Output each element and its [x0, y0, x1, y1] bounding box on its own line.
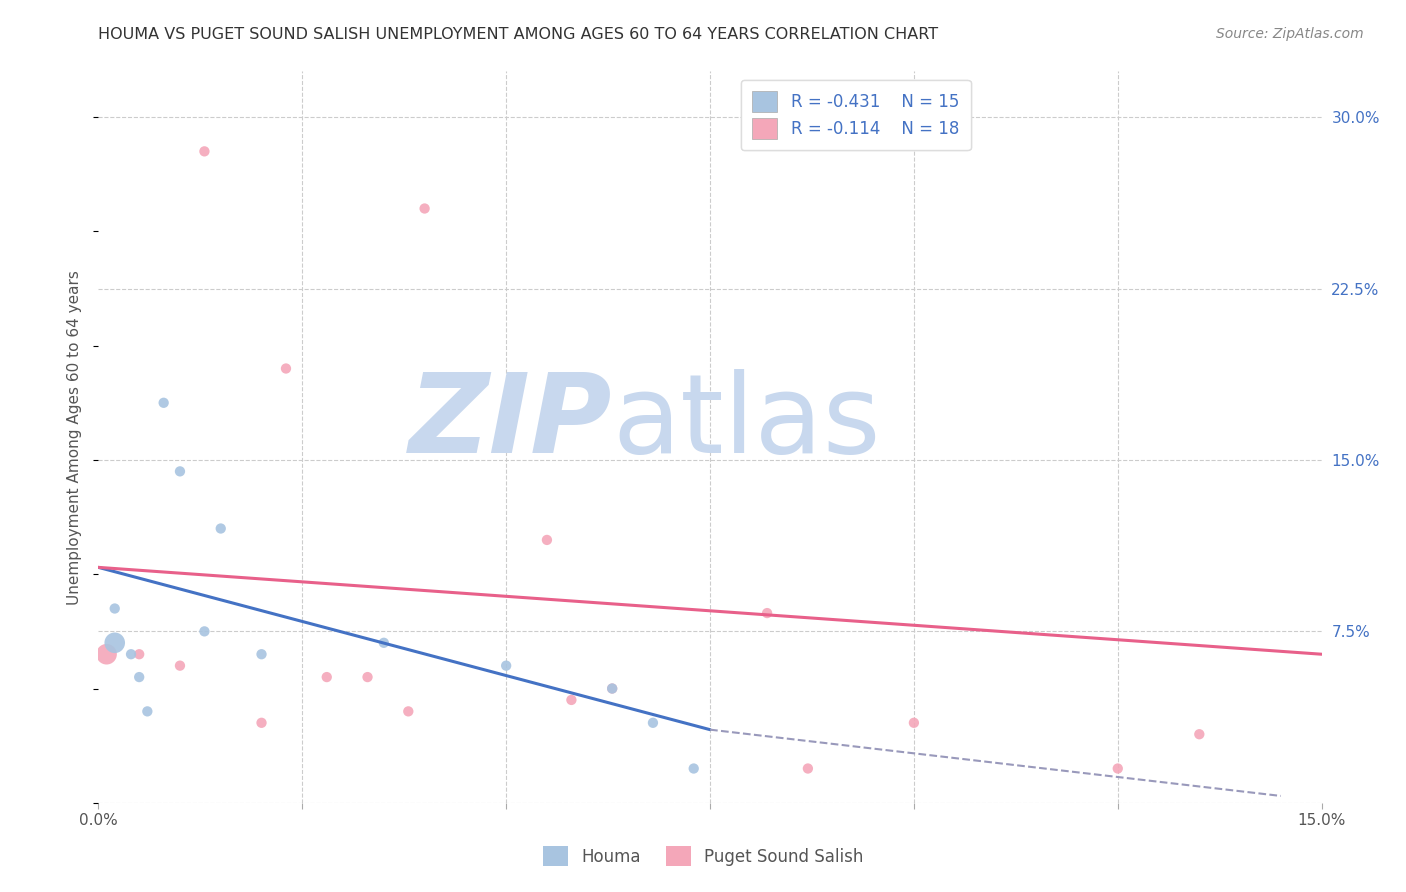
Point	[560, 693, 582, 707]
Point	[396, 705, 419, 719]
Point	[104, 601, 127, 615]
Point	[641, 715, 664, 730]
Point	[682, 762, 704, 776]
Text: atlas: atlas	[612, 369, 880, 476]
Point	[96, 647, 118, 661]
Point	[797, 762, 820, 776]
Point	[136, 705, 159, 719]
Point	[756, 606, 779, 620]
Point	[903, 715, 925, 730]
Point	[209, 521, 232, 535]
Point	[193, 145, 215, 159]
Point	[120, 647, 142, 661]
Y-axis label: Unemployment Among Ages 60 to 64 years: Unemployment Among Ages 60 to 64 years	[67, 269, 83, 605]
Point	[600, 681, 623, 696]
Legend: R = -0.431    N = 15, R = -0.114    N = 18: R = -0.431 N = 15, R = -0.114 N = 18	[741, 79, 970, 151]
Point	[250, 647, 273, 661]
Point	[169, 658, 191, 673]
Point	[356, 670, 378, 684]
Point	[413, 202, 436, 216]
Point	[128, 670, 150, 684]
Point	[169, 464, 191, 478]
Point	[536, 533, 558, 547]
Legend: Houma, Puget Sound Salish: Houma, Puget Sound Salish	[534, 838, 872, 875]
Text: HOUMA VS PUGET SOUND SALISH UNEMPLOYMENT AMONG AGES 60 TO 64 YEARS CORRELATION C: HOUMA VS PUGET SOUND SALISH UNEMPLOYMENT…	[98, 27, 939, 42]
Point	[600, 681, 623, 696]
Point	[250, 715, 273, 730]
Point	[1107, 762, 1129, 776]
Point	[495, 658, 517, 673]
Point	[193, 624, 215, 639]
Point	[128, 647, 150, 661]
Point	[274, 361, 297, 376]
Point	[373, 636, 395, 650]
Point	[315, 670, 337, 684]
Text: Source: ZipAtlas.com: Source: ZipAtlas.com	[1216, 27, 1364, 41]
Point	[1188, 727, 1211, 741]
Point	[104, 636, 127, 650]
Point	[152, 396, 174, 410]
Text: ZIP: ZIP	[409, 369, 612, 476]
